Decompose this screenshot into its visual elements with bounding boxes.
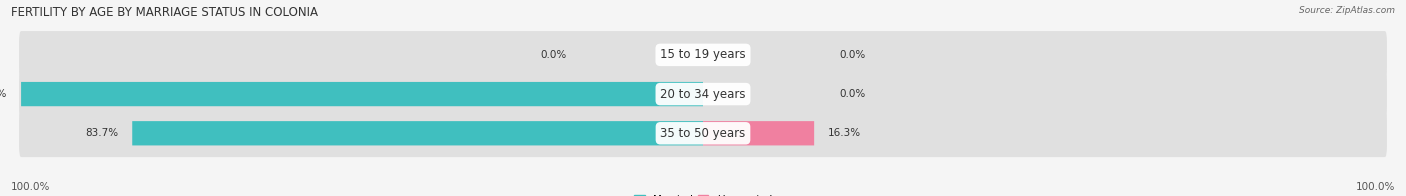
FancyBboxPatch shape — [20, 31, 1386, 79]
Text: 0.0%: 0.0% — [839, 89, 866, 99]
Text: 83.7%: 83.7% — [86, 128, 118, 138]
FancyBboxPatch shape — [703, 121, 814, 145]
FancyBboxPatch shape — [132, 121, 703, 145]
Text: 15 to 19 years: 15 to 19 years — [661, 48, 745, 61]
Legend: Married, Unmarried: Married, Unmarried — [630, 191, 776, 196]
Text: 0.0%: 0.0% — [839, 50, 866, 60]
FancyBboxPatch shape — [21, 82, 703, 106]
Text: 0.0%: 0.0% — [540, 50, 567, 60]
FancyBboxPatch shape — [20, 109, 1386, 157]
Text: 35 to 50 years: 35 to 50 years — [661, 127, 745, 140]
Text: 100.0%: 100.0% — [0, 89, 7, 99]
Text: 20 to 34 years: 20 to 34 years — [661, 88, 745, 101]
Text: 16.3%: 16.3% — [828, 128, 860, 138]
Text: 100.0%: 100.0% — [11, 182, 51, 192]
Text: 100.0%: 100.0% — [1355, 182, 1395, 192]
Text: Source: ZipAtlas.com: Source: ZipAtlas.com — [1299, 6, 1395, 15]
Text: FERTILITY BY AGE BY MARRIAGE STATUS IN COLONIA: FERTILITY BY AGE BY MARRIAGE STATUS IN C… — [11, 6, 318, 19]
FancyBboxPatch shape — [20, 70, 1386, 118]
